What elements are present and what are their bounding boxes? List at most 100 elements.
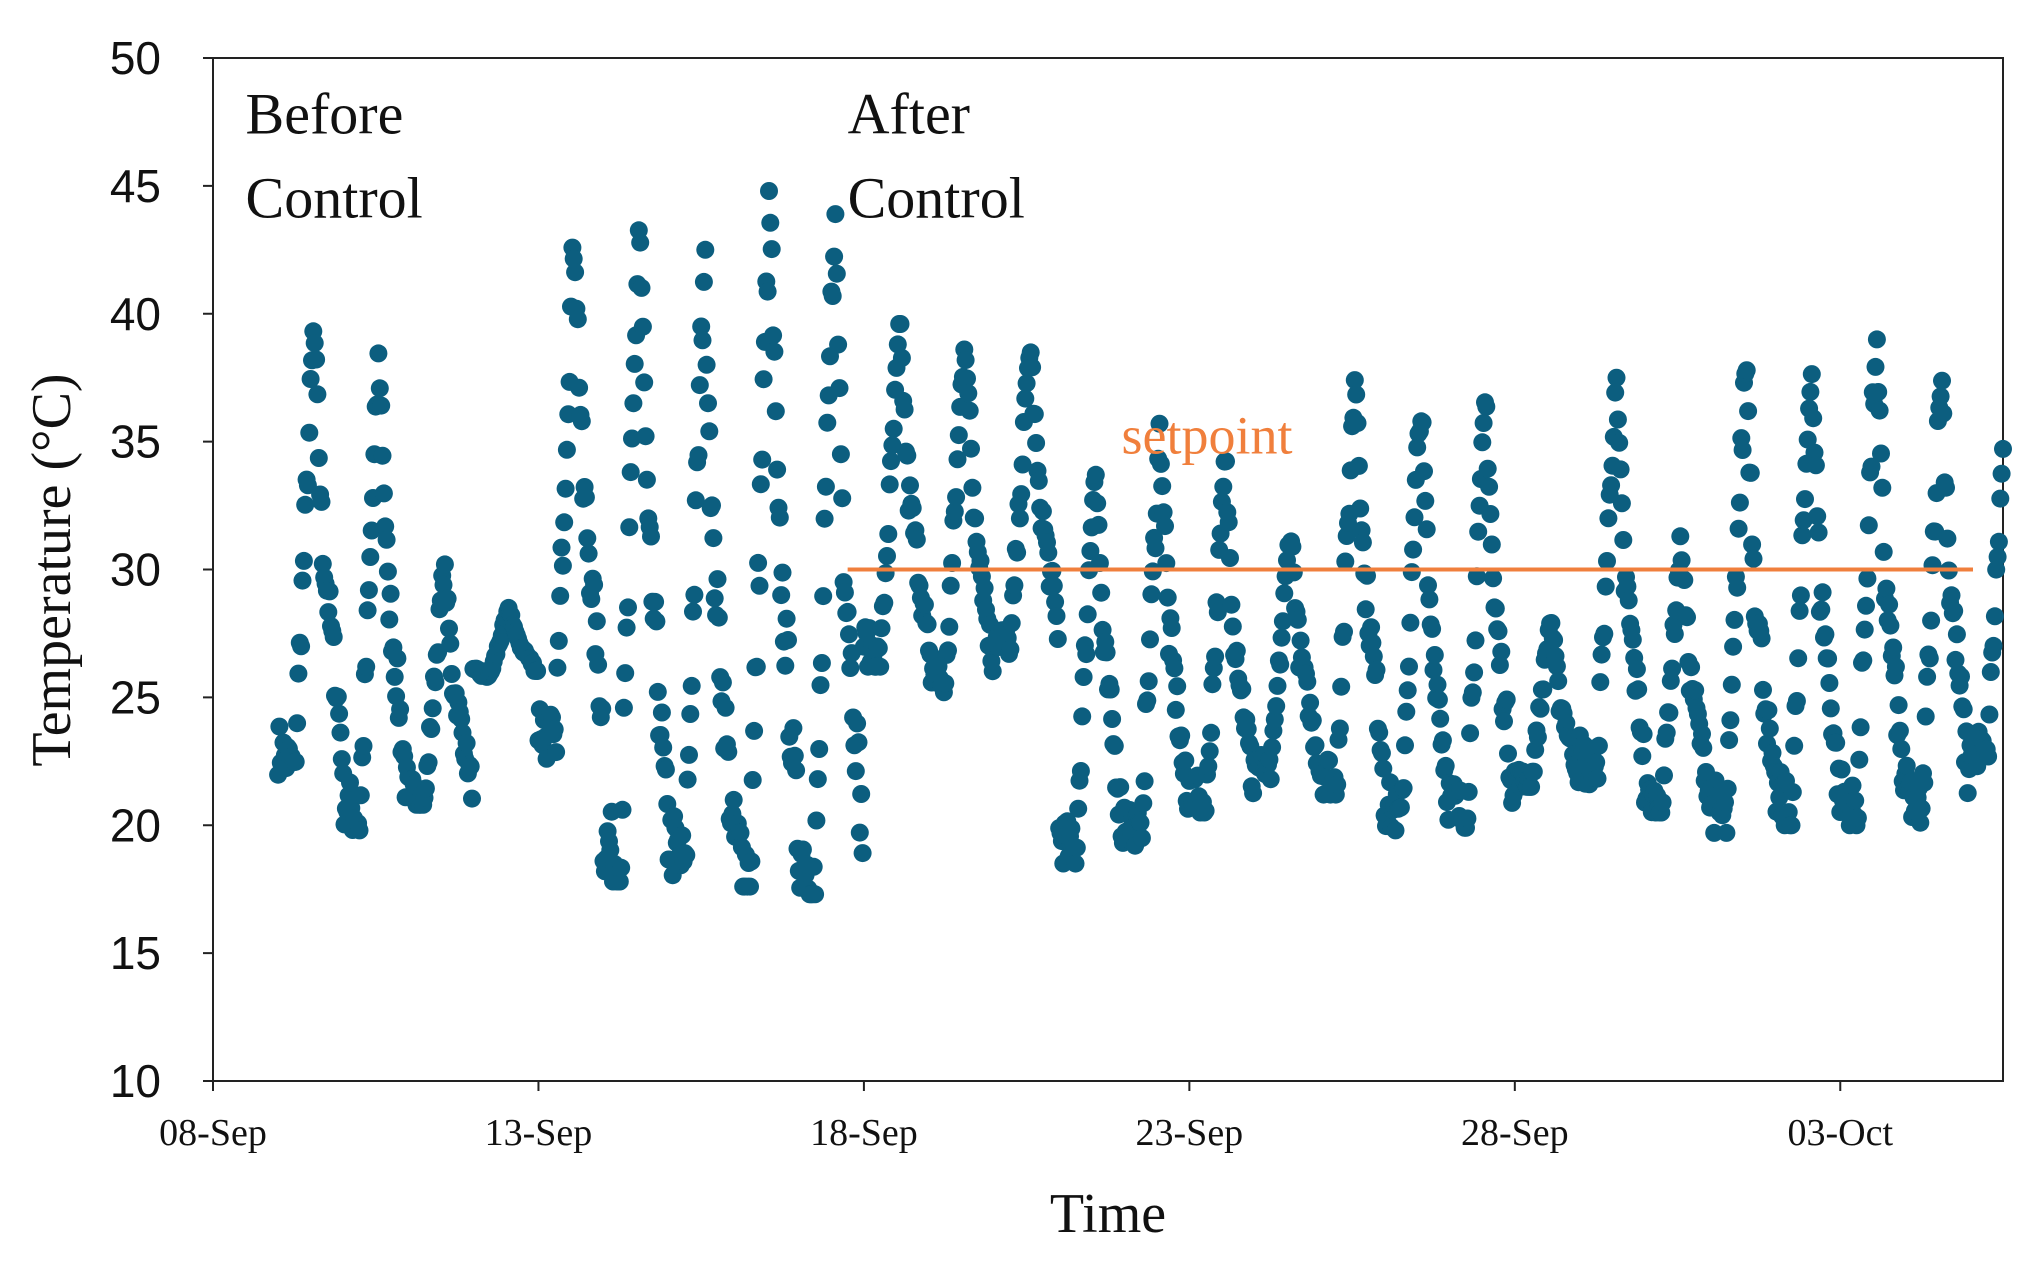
data-point <box>1303 711 1322 730</box>
x-tick-label: 18-Sep <box>810 1112 918 1154</box>
data-point <box>553 556 572 575</box>
data-point <box>1077 645 1096 664</box>
data-point <box>1404 540 1423 559</box>
data-point <box>689 446 708 465</box>
data-point <box>1370 723 1389 742</box>
data-point <box>751 475 770 494</box>
data-point <box>1017 374 1036 393</box>
data-point <box>1694 738 1713 757</box>
data-point <box>1945 601 1964 620</box>
data-point <box>620 518 639 537</box>
data-point <box>381 584 400 603</box>
data-point <box>1545 631 1564 649</box>
data-point <box>848 714 867 733</box>
data-point <box>673 826 692 845</box>
data-point <box>983 662 1002 681</box>
data-point <box>1267 697 1286 716</box>
data-point <box>827 264 846 283</box>
data-point <box>841 659 860 677</box>
data-point <box>1111 778 1130 797</box>
y-axis-ticks: 10 15 20 25 30 35 40 45 50 <box>110 32 213 1107</box>
data-point <box>1419 576 1437 595</box>
data-point <box>1103 710 1122 728</box>
data-point <box>754 370 773 389</box>
data-point <box>682 676 701 695</box>
data-point <box>1665 625 1684 643</box>
data-point <box>1958 784 1977 803</box>
data-point <box>901 476 919 495</box>
data-point <box>1522 777 1541 796</box>
data-point <box>1937 478 1955 497</box>
data-point <box>1298 672 1317 691</box>
data-point <box>1397 702 1416 721</box>
data-point <box>636 427 655 446</box>
data-point <box>1008 543 1027 562</box>
data-point <box>1881 616 1900 635</box>
data-point <box>1202 723 1221 742</box>
data-point <box>764 326 783 345</box>
x-axis-ticks: 08-Sep 13-Sep 18-Sep 23-Sep 28-Sep 03-Oct <box>159 1081 1893 1154</box>
data-point <box>753 450 772 469</box>
data-point <box>1912 799 1931 818</box>
data-point <box>1362 618 1381 637</box>
data-point <box>1729 519 1748 538</box>
data-point <box>1785 736 1804 755</box>
data-point <box>840 625 858 644</box>
data-point <box>703 496 721 515</box>
data-point <box>1168 677 1187 696</box>
data-point <box>835 583 854 602</box>
data-point <box>463 789 481 808</box>
data-point <box>625 354 644 373</box>
x-tick-label: 03-Oct <box>1788 1112 1894 1154</box>
data-point <box>434 575 453 594</box>
annotation-line: setpoint <box>1122 405 1293 465</box>
data-point <box>1801 382 1820 401</box>
data-point <box>286 752 305 771</box>
data-point <box>684 602 702 621</box>
data-point <box>1591 673 1610 692</box>
data-point <box>1196 801 1215 820</box>
data-point <box>1416 491 1435 510</box>
data-point <box>1306 736 1325 755</box>
data-point <box>1154 503 1173 522</box>
data-point <box>419 753 438 772</box>
data-point <box>1203 675 1222 694</box>
data-point <box>1886 657 1905 676</box>
data-point <box>742 852 761 871</box>
data-point <box>1268 676 1287 695</box>
data-point <box>1459 782 1478 801</box>
data-point <box>552 538 571 557</box>
data-point <box>1348 414 1367 433</box>
data-point <box>1013 455 1032 474</box>
data-point <box>761 213 780 232</box>
data-point <box>1199 757 1218 776</box>
data-point <box>947 488 966 507</box>
data-point <box>1866 357 1885 376</box>
data-point <box>1592 645 1611 664</box>
data-point <box>1728 578 1747 597</box>
data-point <box>1283 537 1302 556</box>
data-point <box>1725 610 1744 629</box>
data-point <box>806 885 825 904</box>
data-point <box>656 760 675 779</box>
data-point <box>1398 681 1417 700</box>
data-point <box>1730 493 1749 512</box>
data-point <box>528 662 547 680</box>
data-point <box>1244 784 1263 803</box>
data-point <box>1952 667 1970 686</box>
data-point <box>1025 405 1044 424</box>
data-point <box>1436 756 1455 775</box>
data-point <box>1850 750 1869 769</box>
data-point <box>1139 672 1158 691</box>
data-point <box>1880 595 1899 614</box>
data-point <box>1131 813 1150 832</box>
data-point <box>1172 726 1191 745</box>
data-point <box>1078 605 1097 624</box>
data-point <box>945 502 964 521</box>
data-point <box>743 771 762 789</box>
data-point <box>879 525 898 543</box>
data-point <box>1151 454 1170 473</box>
data-point <box>1463 683 1482 702</box>
data-point <box>556 479 575 498</box>
data-point <box>1979 747 1998 766</box>
